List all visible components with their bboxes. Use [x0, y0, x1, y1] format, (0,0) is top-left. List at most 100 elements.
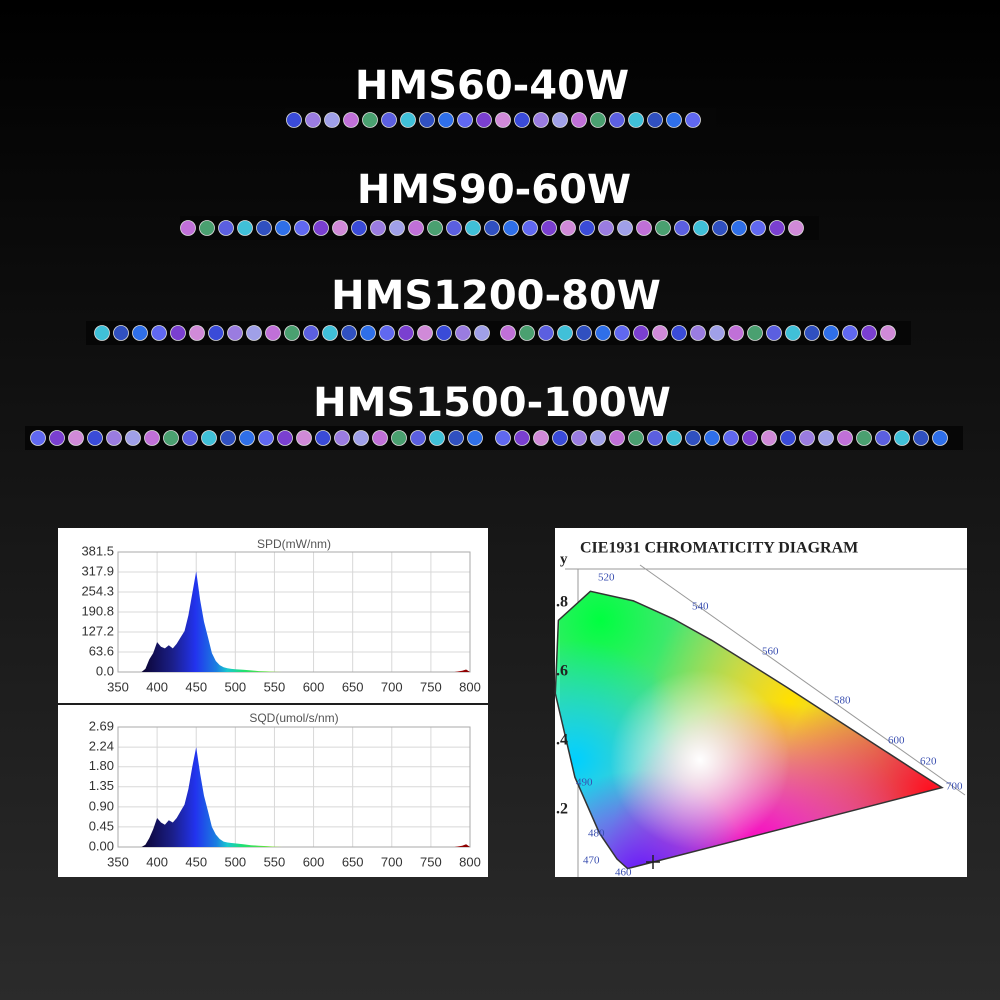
led: [750, 220, 766, 236]
led: [303, 325, 319, 341]
led: [894, 430, 910, 446]
led: [94, 325, 110, 341]
wavelength-label: 580: [834, 695, 851, 707]
led: [275, 220, 291, 236]
led: [334, 430, 350, 446]
y-tick-label: 0.90: [89, 798, 114, 813]
charts: 350 400 450 500 550 600 650 700 750 800 0.0 63.6 127…: [81, 537, 480, 869]
x-tick-label: 450: [185, 854, 207, 869]
y-tick-label: 0.0: [96, 663, 114, 678]
x-tick-label: 400: [146, 854, 168, 869]
cie-y-tick-label: .8: [556, 594, 568, 611]
led: [265, 325, 281, 341]
x-tick-label: 750: [420, 854, 442, 869]
y-tick-label: 381.5: [81, 543, 114, 558]
led: [560, 220, 576, 236]
led: [315, 430, 331, 446]
wavelength-label: 600: [888, 735, 905, 747]
led: [277, 430, 293, 446]
led: [170, 325, 186, 341]
led-strips: [25, 108, 963, 450]
led: [391, 430, 407, 446]
x-tick-label: 700: [381, 679, 403, 694]
led: [690, 325, 706, 341]
led: [353, 430, 369, 446]
led: [674, 220, 690, 236]
x-tick-label: 450: [185, 679, 207, 694]
x-tick-label: 750: [420, 679, 442, 694]
led: [761, 430, 777, 446]
led: [180, 220, 196, 236]
led: [495, 112, 511, 128]
led: [913, 430, 929, 446]
y-tick-label: 63.6: [89, 643, 114, 658]
led: [284, 325, 300, 341]
heading: HMS1500-100W: [313, 380, 671, 426]
led: [372, 430, 388, 446]
led: [590, 112, 606, 128]
led: [476, 112, 492, 128]
led: [49, 430, 65, 446]
led: [381, 112, 397, 128]
led: [609, 112, 625, 128]
wavelength-label: 620: [920, 756, 937, 768]
led: [201, 430, 217, 446]
chart-title: SQD(umol/s/nm): [249, 711, 338, 725]
led: [685, 112, 701, 128]
led: [747, 325, 763, 341]
led: [227, 325, 243, 341]
wavelength-label: 490: [576, 777, 593, 789]
led: [655, 220, 671, 236]
led: [704, 430, 720, 446]
led: [189, 325, 205, 341]
led: [218, 220, 234, 236]
led: [296, 430, 312, 446]
x-tick-label: 800: [459, 679, 481, 694]
x-tick-label: 600: [303, 679, 325, 694]
wavelength-label: 560: [762, 646, 779, 658]
led: [671, 325, 687, 341]
led: [417, 325, 433, 341]
x-tick-label: 650: [342, 854, 364, 869]
spectrum-area: [141, 571, 470, 672]
led: [370, 220, 386, 236]
led: [533, 430, 549, 446]
led: [628, 430, 644, 446]
led: [728, 325, 744, 341]
led: [106, 430, 122, 446]
spd-panel: [58, 528, 488, 703]
led: [144, 430, 160, 446]
chart-title: SPD(mW/nm): [257, 537, 331, 551]
y-tick-label: 317.9: [81, 563, 114, 578]
led: [647, 112, 663, 128]
led: [125, 430, 141, 446]
led: [258, 430, 274, 446]
led: [647, 430, 663, 446]
wavelength-label: 470: [583, 855, 600, 867]
y-tick-label: 2.69: [89, 718, 114, 733]
led: [389, 220, 405, 236]
led: [571, 112, 587, 128]
led: [151, 325, 167, 341]
cie-line: [639, 564, 966, 796]
plot-frame: [117, 726, 471, 848]
led: [579, 220, 595, 236]
led: [666, 430, 682, 446]
led: [576, 325, 592, 341]
led: [113, 325, 129, 341]
led: [769, 220, 785, 236]
cie-y-label: y: [560, 551, 568, 567]
led: [132, 325, 148, 341]
led: [842, 325, 858, 341]
led: [305, 112, 321, 128]
led: [880, 325, 896, 341]
led: [503, 220, 519, 236]
y-tick-label: 190.8: [81, 603, 114, 618]
x-tick-label: 500: [224, 854, 246, 869]
led: [237, 220, 253, 236]
led: [379, 325, 395, 341]
led: [552, 430, 568, 446]
plot-frame: [117, 551, 471, 673]
led: [294, 220, 310, 236]
led: [788, 220, 804, 236]
